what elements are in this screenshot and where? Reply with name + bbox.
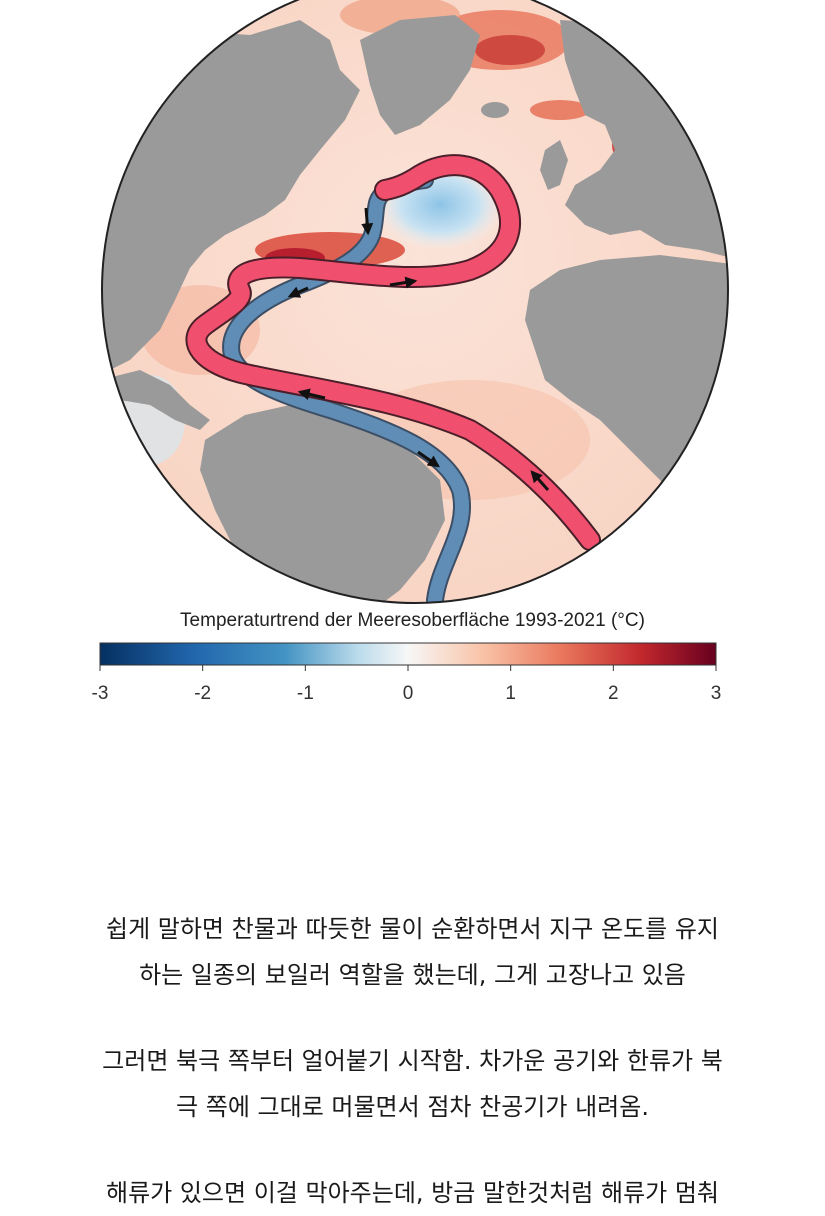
arrow-warm-2	[297, 388, 326, 401]
colorbar-tick-label: 1	[505, 683, 516, 704]
flow-arrows	[287, 207, 550, 491]
paragraph-2: 그러면 북극 쪽부터 얼어붙기 시작함. 차가운 공기와 한류가 북 극 쪽에 …	[102, 1047, 723, 1121]
arrow-cold-3	[417, 450, 440, 468]
globe-outline	[101, 0, 729, 604]
colorbar-tick-label: -3	[91, 683, 109, 704]
sst-trend-figure	[99, 0, 729, 671]
colorbar-title: Temperaturtrend der Meeresoberfläche 199…	[180, 610, 645, 631]
iceland	[481, 102, 509, 118]
colorbar-gradient	[99, 642, 717, 666]
arrow-cold-1	[361, 207, 374, 236]
colorbar-tick-label: 3	[710, 683, 722, 704]
paragraph-3: 해류가 있으면 이걸 막아주는데, 방금 말한것처럼 해류가 멈춰	[105, 1179, 720, 1207]
globe	[102, 0, 728, 603]
ocean-currents	[185, 154, 601, 603]
colorbar-tick-label: -1	[296, 683, 314, 704]
colorbar-tick-label: 2	[608, 683, 619, 704]
colorbar-tick-label: 0	[402, 683, 414, 704]
british-isles	[540, 140, 568, 190]
colorbar	[99, 642, 717, 671]
central-america	[102, 370, 210, 430]
arrow-warm-3	[389, 276, 418, 289]
greenland	[360, 15, 480, 135]
arrow-cold-2	[287, 286, 309, 298]
colorbar-ticks	[99, 665, 717, 671]
paragraph-1: 쉽게 말하면 찬물과 따듯한 물이 순환하면서 지구 온도를 유지 하는 일종의…	[105, 915, 720, 989]
colorbar-tick-label: -2	[194, 683, 212, 704]
arrow-warm-1	[530, 470, 550, 491]
